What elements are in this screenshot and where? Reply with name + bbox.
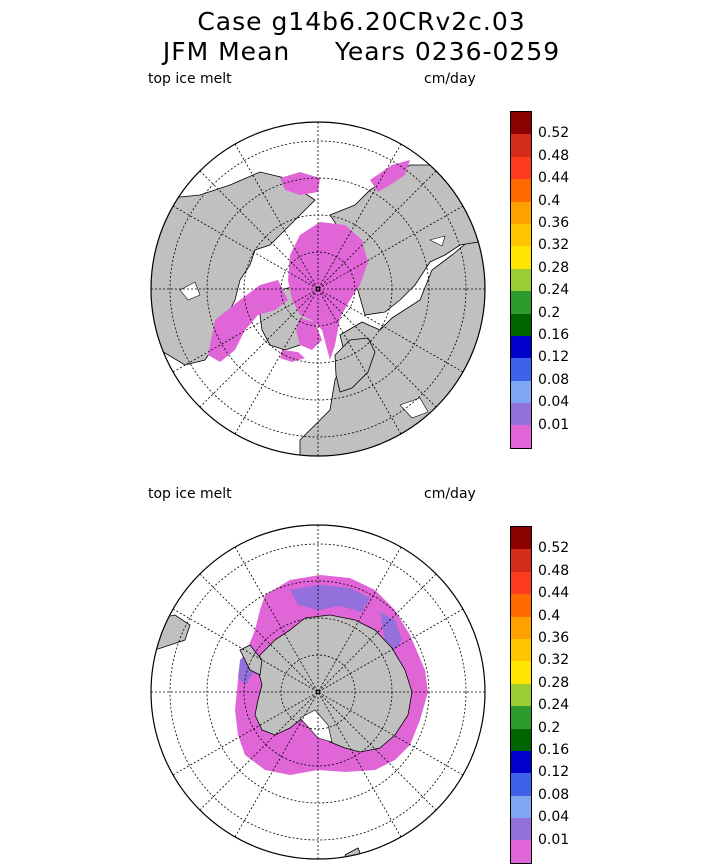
south-ice-melt-ross bbox=[380, 612, 402, 650]
figure-title-line2: JFM Mean Years 0236-0259 bbox=[162, 37, 561, 66]
north-land-scandinavia bbox=[334, 337, 376, 393]
north-colorbar-swatch bbox=[511, 291, 531, 314]
north-colorbar-tick-label: 0.12 bbox=[538, 349, 570, 366]
south-colorbar-tick-label: 0.48 bbox=[538, 562, 570, 579]
south-colorbar-swatch bbox=[511, 527, 531, 550]
south-colorbar-swatch bbox=[511, 840, 531, 863]
south-colorbar-swatch bbox=[511, 683, 531, 707]
north-unit-label: cm/day bbox=[424, 71, 476, 87]
south-colorbar-tick-label: 0.32 bbox=[538, 652, 570, 669]
north-colorbar-tick-label: 0.44 bbox=[538, 170, 570, 187]
south-colorbar-tick-label: 0.2 bbox=[538, 719, 561, 736]
south-colorbar-swatch bbox=[511, 549, 531, 572]
south-colorbar-tick-label: 0.36 bbox=[538, 630, 570, 646]
south-colorbar-tick-label: 0.52 bbox=[538, 540, 570, 557]
north-colorbar-tick-label: 0.48 bbox=[538, 147, 570, 164]
south-colorbar-swatch bbox=[511, 750, 531, 774]
south-map-boundary bbox=[150, 524, 486, 860]
north-ice-melt-bering bbox=[280, 172, 320, 195]
north-colorbar bbox=[510, 111, 532, 449]
north-colorbar-tick-label: 0.08 bbox=[538, 371, 570, 388]
south-colorbar-swatch bbox=[511, 616, 531, 639]
south-colorbar-swatch bbox=[511, 638, 531, 662]
north-ice-melt-arctic bbox=[288, 222, 368, 360]
north-colorbar-swatch bbox=[511, 403, 531, 426]
south-colorbar-tick-label: 0.04 bbox=[538, 809, 570, 826]
south-colorbar-swatch bbox=[511, 773, 531, 796]
south-colorbar-swatch bbox=[511, 818, 531, 841]
south-colorbar-tick-label: 0.12 bbox=[538, 764, 570, 781]
south-colorbar-swatch bbox=[511, 661, 531, 684]
south-colorbar-tick-label: 0.08 bbox=[538, 786, 570, 803]
south-colorbar bbox=[510, 526, 532, 864]
north-colorbar-tick-label: 0.24 bbox=[538, 282, 570, 299]
south-colorbar-swatch bbox=[511, 728, 531, 751]
north-colorbar-swatch bbox=[511, 112, 531, 135]
north-colorbar-tick-label: 0.04 bbox=[538, 394, 570, 411]
south-colorbar-tick-label: 0.44 bbox=[538, 585, 570, 602]
north-colorbar-tick-label: 0.2 bbox=[538, 304, 561, 321]
north-colorbar-tick-label: 0.52 bbox=[538, 125, 570, 142]
north-colorbar-swatch bbox=[511, 179, 531, 202]
north-colorbar-swatch bbox=[511, 156, 531, 180]
south-colorbar-swatch bbox=[511, 594, 531, 617]
south-ice-melt-weddell bbox=[290, 585, 370, 612]
north-colorbar-swatch bbox=[511, 268, 531, 292]
south-variable-label: top ice melt bbox=[148, 486, 232, 502]
south-colorbar-tick-label: 0.24 bbox=[538, 697, 570, 714]
north-polar-map bbox=[151, 122, 485, 456]
north-colorbar-swatch bbox=[511, 201, 531, 224]
north-colorbar-swatch bbox=[511, 358, 531, 381]
north-colorbar-tick-label: 0.16 bbox=[538, 327, 570, 343]
south-colorbar-swatch bbox=[511, 706, 531, 729]
north-colorbar-swatch bbox=[511, 425, 531, 448]
north-ice-melt-okhotsk bbox=[370, 160, 410, 192]
north-colorbar-swatch bbox=[511, 134, 531, 157]
south-colorbar-tick-label: 0.28 bbox=[538, 674, 570, 691]
south-colorbar-tick-label: 0.4 bbox=[538, 607, 561, 624]
south-colorbar-swatch bbox=[511, 571, 531, 595]
north-colorbar-tick-label: 0.36 bbox=[538, 215, 570, 231]
south-colorbar-tick-label: 0.01 bbox=[538, 831, 570, 848]
north-variable-label: top ice melt bbox=[148, 71, 232, 87]
north-colorbar-swatch bbox=[511, 246, 531, 269]
north-colorbar-tick-label: 0.01 bbox=[538, 416, 570, 433]
south-polar-map bbox=[151, 525, 485, 859]
north-colorbar-swatch bbox=[511, 380, 531, 404]
north-ice-melt-labrador bbox=[280, 350, 305, 362]
north-ice-melt-hudson bbox=[208, 280, 288, 362]
north-colorbar-tick-label: 0.4 bbox=[538, 192, 561, 209]
north-map-boundary bbox=[150, 121, 486, 457]
north-colorbar-swatch bbox=[511, 313, 531, 336]
south-unit-label: cm/day bbox=[424, 486, 476, 502]
south-colorbar-tick-label: 0.16 bbox=[538, 742, 570, 758]
south-colorbar-swatch bbox=[511, 795, 531, 819]
figure-title-line1: Case g14b6.20CRv2c.03 bbox=[197, 7, 526, 36]
north-colorbar-tick-label: 0.28 bbox=[538, 259, 570, 276]
north-colorbar-swatch bbox=[511, 335, 531, 359]
north-colorbar-tick-label: 0.32 bbox=[538, 237, 570, 254]
north-colorbar-swatch bbox=[511, 223, 531, 247]
